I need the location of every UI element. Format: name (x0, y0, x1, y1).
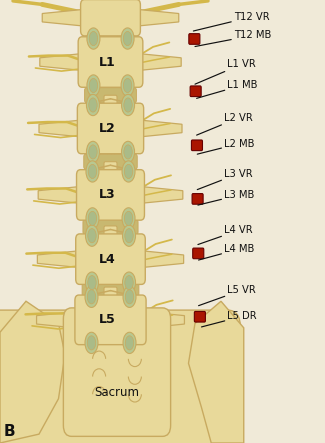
FancyBboxPatch shape (63, 308, 171, 436)
Ellipse shape (85, 225, 98, 246)
FancyBboxPatch shape (189, 34, 200, 44)
Text: T12 MB: T12 MB (195, 31, 271, 47)
FancyBboxPatch shape (194, 311, 205, 322)
Ellipse shape (86, 208, 99, 229)
Ellipse shape (124, 164, 133, 179)
FancyBboxPatch shape (104, 226, 117, 243)
Polygon shape (140, 187, 183, 203)
Ellipse shape (89, 145, 97, 159)
Polygon shape (136, 9, 179, 26)
Text: L2 MB: L2 MB (197, 139, 255, 154)
Text: L1 VR: L1 VR (195, 59, 256, 84)
Ellipse shape (122, 94, 135, 116)
Ellipse shape (123, 78, 132, 93)
FancyBboxPatch shape (104, 29, 117, 46)
FancyBboxPatch shape (191, 140, 202, 151)
Ellipse shape (87, 336, 96, 350)
Text: L5 DR: L5 DR (202, 311, 257, 327)
Polygon shape (39, 120, 81, 137)
Ellipse shape (88, 164, 97, 179)
FancyBboxPatch shape (81, 0, 140, 36)
Text: L3: L3 (99, 188, 116, 202)
Polygon shape (139, 54, 181, 70)
Ellipse shape (85, 272, 98, 293)
Text: T12 VR: T12 VR (193, 12, 270, 31)
Ellipse shape (124, 211, 133, 225)
Text: L4 VR: L4 VR (198, 225, 253, 245)
Ellipse shape (85, 286, 98, 307)
FancyBboxPatch shape (77, 103, 144, 154)
Polygon shape (37, 311, 79, 328)
Polygon shape (188, 301, 244, 443)
Ellipse shape (123, 286, 136, 307)
Text: L5 VR: L5 VR (199, 285, 256, 306)
FancyBboxPatch shape (75, 295, 146, 345)
FancyBboxPatch shape (82, 282, 139, 297)
Ellipse shape (88, 276, 96, 290)
Polygon shape (140, 120, 182, 137)
FancyBboxPatch shape (83, 220, 138, 235)
Polygon shape (40, 54, 82, 70)
FancyBboxPatch shape (84, 154, 137, 169)
Text: L1 MB: L1 MB (197, 80, 258, 98)
Ellipse shape (123, 272, 136, 293)
Ellipse shape (121, 75, 134, 96)
Ellipse shape (125, 276, 133, 290)
FancyBboxPatch shape (0, 310, 240, 443)
Text: L4: L4 (99, 253, 116, 266)
Polygon shape (141, 251, 184, 268)
Text: L4 MB: L4 MB (199, 244, 254, 260)
Ellipse shape (125, 229, 133, 243)
Text: L1: L1 (99, 55, 116, 69)
FancyBboxPatch shape (84, 88, 136, 103)
Ellipse shape (122, 141, 135, 163)
FancyBboxPatch shape (104, 287, 117, 304)
Polygon shape (0, 301, 65, 443)
Text: L2 VR: L2 VR (197, 113, 253, 135)
Ellipse shape (123, 31, 132, 46)
Ellipse shape (122, 161, 135, 182)
Ellipse shape (124, 98, 132, 112)
Ellipse shape (89, 98, 97, 112)
FancyBboxPatch shape (104, 162, 117, 179)
Ellipse shape (86, 94, 99, 116)
Ellipse shape (85, 332, 98, 354)
Ellipse shape (87, 75, 100, 96)
FancyBboxPatch shape (104, 95, 117, 112)
Polygon shape (37, 251, 80, 268)
Ellipse shape (123, 225, 136, 246)
FancyBboxPatch shape (100, 12, 121, 321)
Text: L5: L5 (99, 313, 116, 326)
Ellipse shape (123, 332, 136, 354)
Polygon shape (38, 187, 81, 203)
Ellipse shape (122, 208, 135, 229)
Polygon shape (142, 311, 185, 328)
FancyBboxPatch shape (192, 194, 203, 204)
Text: Sacrum: Sacrum (95, 385, 139, 399)
Ellipse shape (86, 141, 99, 163)
Ellipse shape (89, 31, 98, 46)
Ellipse shape (88, 229, 96, 243)
FancyBboxPatch shape (77, 170, 144, 220)
Text: L3 VR: L3 VR (197, 169, 253, 190)
Text: B: B (3, 424, 15, 439)
FancyBboxPatch shape (193, 248, 204, 259)
FancyBboxPatch shape (76, 234, 145, 284)
Ellipse shape (87, 28, 100, 49)
Ellipse shape (86, 161, 99, 182)
Ellipse shape (125, 336, 134, 350)
Polygon shape (42, 9, 84, 26)
FancyBboxPatch shape (78, 37, 143, 87)
Ellipse shape (124, 145, 132, 159)
Text: L2: L2 (99, 122, 116, 135)
Ellipse shape (87, 290, 96, 304)
Ellipse shape (121, 28, 134, 49)
FancyBboxPatch shape (86, 29, 135, 44)
FancyBboxPatch shape (190, 86, 201, 97)
Ellipse shape (89, 78, 98, 93)
Ellipse shape (125, 290, 134, 304)
Ellipse shape (88, 211, 97, 225)
Text: L3 MB: L3 MB (198, 190, 254, 205)
